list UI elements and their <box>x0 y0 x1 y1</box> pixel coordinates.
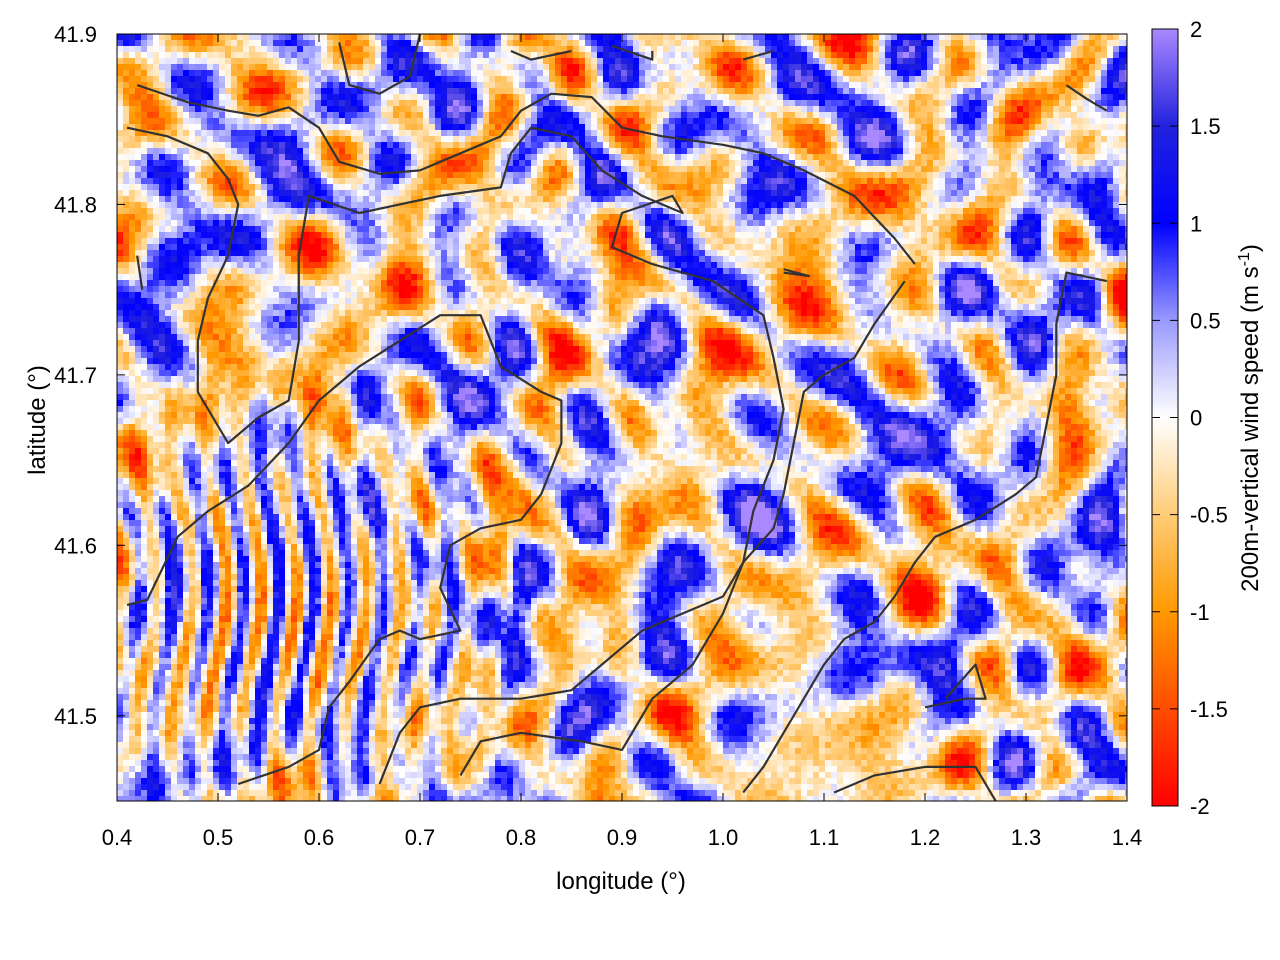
contour-line <box>126 314 563 786</box>
contour-line <box>924 663 987 709</box>
y-axis: 41.5 41.6 41.7 41.8 41.9 <box>54 22 1127 729</box>
contour-line <box>126 126 785 776</box>
x-axis-label: longitude (°) <box>556 868 686 895</box>
colorbar-axis: 2 1.5 1 0.5 0 -0.5 -1 -1.5 -2 <box>1152 17 1228 819</box>
x-tick-label: 0.8 <box>506 825 537 850</box>
contour-line <box>833 765 997 801</box>
y-tick-label: 41.5 <box>54 704 97 729</box>
x-tick-label: 1.1 <box>809 825 840 850</box>
x-axis: 0.4 0.5 0.6 0.7 0.8 0.9 1.0 1.1 1.2 1.3 1.4 <box>102 34 1143 850</box>
y-axis-label: latitude (°) <box>24 365 51 475</box>
colorbar-tick-label: -0.5 <box>1190 503 1228 528</box>
contour-line <box>742 49 774 61</box>
colorbar-tick-label: 0.5 <box>1190 308 1221 333</box>
x-tick-label: 0.9 <box>607 825 638 850</box>
x-tick-label: 0.6 <box>304 825 335 850</box>
contour-line <box>338 34 422 95</box>
contour-line <box>1065 84 1108 112</box>
contour-line <box>136 84 916 265</box>
y-tick-label: 41.6 <box>54 533 97 558</box>
x-tick-label: 1.4 <box>1112 825 1143 850</box>
x-tick-label: 0.4 <box>102 825 133 850</box>
x-tick-label: 1.0 <box>708 825 739 850</box>
heatmap-field <box>117 34 1127 801</box>
colorbar-tick-label: 0 <box>1190 406 1202 431</box>
terrain-contours <box>126 34 1108 801</box>
colorbar-tick-label: 1 <box>1190 211 1202 236</box>
contour-line <box>510 49 572 61</box>
x-tick-label: 1.2 <box>910 825 941 850</box>
contour-line <box>783 268 810 278</box>
contour-line <box>378 280 906 785</box>
y-tick-label: 41.8 <box>54 192 97 217</box>
colorbar-tick-label: 1.5 <box>1190 114 1221 139</box>
x-tick-label: 0.7 <box>405 825 436 850</box>
y-tick-label: 41.9 <box>54 22 97 47</box>
x-tick-label: 0.5 <box>203 825 234 850</box>
colorbar-tick-label: -1 <box>1190 600 1210 625</box>
contour-line <box>136 255 144 290</box>
colorbar-label: 200m-vertical wind speed (m s-1) <box>1236 244 1264 592</box>
colorbar-tick-label: -2 <box>1190 794 1210 819</box>
x-tick-label: 1.3 <box>1011 825 1042 850</box>
contour-line <box>611 44 654 61</box>
y-tick-label: 41.7 <box>54 363 97 388</box>
colorbar-tick-label: 2 <box>1190 17 1202 42</box>
colorbar-tick-label: -1.5 <box>1190 697 1228 722</box>
contour-line <box>742 271 1108 794</box>
